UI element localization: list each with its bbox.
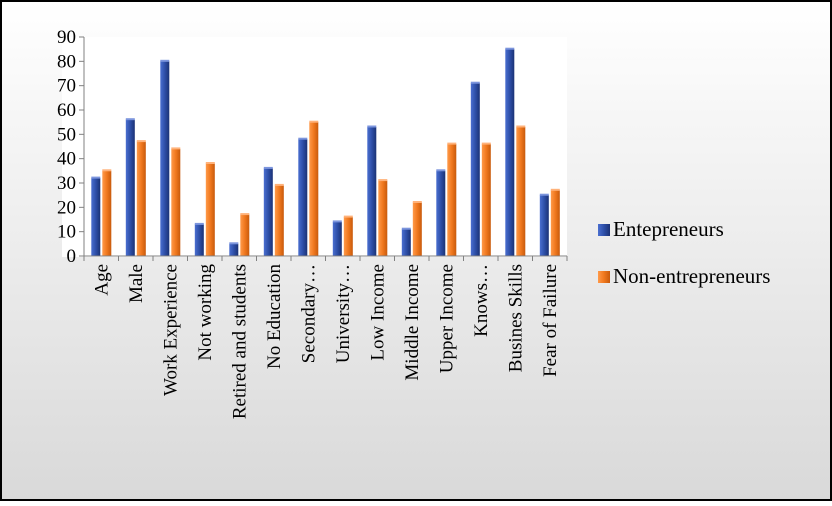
bar-entrepreneurs-not-working	[194, 224, 204, 256]
bar-cap-entrepreneurs-fear-of-failure	[539, 193, 549, 196]
x-tick-label-secondary: Secondary…	[298, 264, 319, 363]
bar-cap-non-entrepreneurs-age	[102, 169, 112, 172]
bar-entrepreneurs-low-income	[367, 127, 377, 256]
x-tick-label-not-working: Not working	[195, 264, 216, 361]
bar-cap-non-entrepreneurs-low-income	[378, 179, 388, 182]
y-tick-label-30: 30	[57, 173, 76, 194]
bar-non-entrepreneurs-age	[102, 170, 112, 256]
axes-layer	[79, 37, 567, 257]
x-tick-label-university: University…	[333, 264, 354, 363]
bar-entrepreneurs-university	[332, 221, 342, 256]
bar-cap-entrepreneurs-not-working	[194, 222, 204, 225]
bar-entrepreneurs-male	[125, 119, 135, 256]
legend-label-non-entrepreneurs[interactable]: Non-entrepreneurs	[613, 264, 770, 288]
y-tick-label-10: 10	[57, 222, 76, 243]
bar-cap-entrepreneurs-busines-skills	[505, 47, 515, 50]
bar-non-entrepreneurs-not-working	[205, 163, 215, 256]
legend-swatch-non-entrepreneurs[interactable]	[598, 271, 610, 283]
bar-entrepreneurs-busines-skills	[505, 49, 515, 257]
y-tick-label-90: 90	[57, 27, 76, 48]
bar-cap-non-entrepreneurs-fear-of-failure	[550, 188, 560, 191]
bar-non-entrepreneurs-low-income	[378, 180, 388, 256]
bar-cap-entrepreneurs-low-income	[367, 125, 377, 128]
bar-non-entrepreneurs-retired-and-students	[240, 214, 250, 256]
bar-cap-non-entrepreneurs-not-working	[205, 162, 215, 164]
bar-entrepreneurs-age	[91, 178, 101, 256]
y-tick-label-20: 20	[57, 197, 76, 218]
legend[interactable]: Entepreneurs Non-entrepreneurs	[598, 217, 770, 288]
x-tick-label-male: Male	[126, 264, 147, 303]
bar-non-entrepreneurs-male	[136, 141, 146, 256]
bar-entrepreneurs-work-experience	[160, 61, 170, 256]
y-tick-label-80: 80	[57, 51, 76, 72]
x-tick-label-fear-of-failure: Fear of Failure	[540, 264, 561, 377]
bar-non-entrepreneurs-busines-skills	[516, 127, 526, 256]
bar-cap-non-entrepreneurs-work-experience	[171, 147, 181, 150]
bar-entrepreneurs-secondary	[298, 139, 308, 256]
x-tick-label-age: Age	[91, 264, 112, 296]
x-tick-label-low-income: Low Income	[367, 264, 388, 361]
x-tick-label-retired-and-students: Retired and students	[229, 264, 250, 419]
bar-cap-entrepreneurs-knows	[470, 81, 480, 84]
bar-cap-entrepreneurs-secondary	[298, 137, 308, 140]
x-tick-label-middle-income: Middle Income	[402, 264, 423, 381]
bar-non-entrepreneurs-fear-of-failure	[550, 190, 560, 256]
y-tick-label-40: 40	[57, 149, 76, 170]
bar-cap-entrepreneurs-no-education	[263, 166, 273, 169]
legend-swatch-entrepreneurs[interactable]	[598, 224, 610, 236]
bar-non-entrepreneurs-knows	[481, 144, 491, 256]
x-tick-label-work-experience: Work Experience	[160, 264, 181, 396]
bar-entrepreneurs-retired-and-students	[229, 243, 239, 256]
bar-cap-non-entrepreneurs-male	[136, 140, 146, 143]
bar-entrepreneurs-no-education	[263, 168, 273, 256]
bar-non-entrepreneurs-work-experience	[171, 148, 181, 256]
x-tick-label-no-education: No Education	[264, 264, 285, 370]
legend-label-entrepreneurs[interactable]: Entepreneurs	[613, 217, 724, 241]
bar-cap-non-entrepreneurs-middle-income	[412, 201, 422, 203]
y-tick-label-50: 50	[57, 124, 76, 145]
bar-entrepreneurs-upper-income	[436, 170, 446, 256]
bar-non-entrepreneurs-no-education	[274, 185, 284, 256]
bar-cap-entrepreneurs-retired-and-students	[229, 242, 239, 245]
y-tick-label-70: 70	[57, 76, 76, 97]
bar-non-entrepreneurs-middle-income	[412, 202, 422, 256]
bar-cap-entrepreneurs-university	[332, 220, 342, 223]
bar-entrepreneurs-middle-income	[401, 229, 411, 256]
y-tick-labels: 0 10 20 30 40 50 60 70 80 90	[57, 27, 84, 267]
bar-non-entrepreneurs-university	[343, 217, 353, 256]
bar-entrepreneurs-fear-of-failure	[539, 195, 549, 256]
bar-cap-non-entrepreneurs-university	[343, 215, 353, 218]
bar-non-entrepreneurs-secondary	[309, 122, 319, 256]
bar-cap-entrepreneurs-work-experience	[160, 59, 170, 62]
bar-cap-entrepreneurs-male	[125, 118, 135, 121]
bar-cap-entrepreneurs-age	[91, 176, 101, 179]
x-tick-label-busines-skills: Busines Skills	[505, 264, 526, 372]
x-tick-label-knows: Knows…	[471, 264, 492, 337]
bar-cap-non-entrepreneurs-retired-and-students	[240, 213, 250, 216]
bar-cap-non-entrepreneurs-no-education	[274, 183, 284, 186]
x-tick-labels: Age Male Work Experience Not working Retired…	[83, 256, 568, 419]
bar-entrepreneurs-knows	[470, 83, 480, 256]
bar-cap-non-entrepreneurs-busines-skills	[516, 125, 526, 128]
bar-non-entrepreneurs-upper-income	[447, 144, 457, 256]
bar-cap-non-entrepreneurs-upper-income	[447, 142, 457, 145]
bar-cap-non-entrepreneurs-secondary	[309, 120, 319, 123]
bar-cap-non-entrepreneurs-knows	[481, 142, 491, 145]
bar-cap-entrepreneurs-upper-income	[436, 169, 446, 172]
y-tick-label-0: 0	[67, 246, 77, 267]
bar-cap-entrepreneurs-middle-income	[401, 227, 411, 230]
x-tick-label-upper-income: Upper Income	[436, 264, 457, 373]
bars-layer	[91, 47, 560, 257]
y-tick-label-60: 60	[57, 100, 76, 121]
